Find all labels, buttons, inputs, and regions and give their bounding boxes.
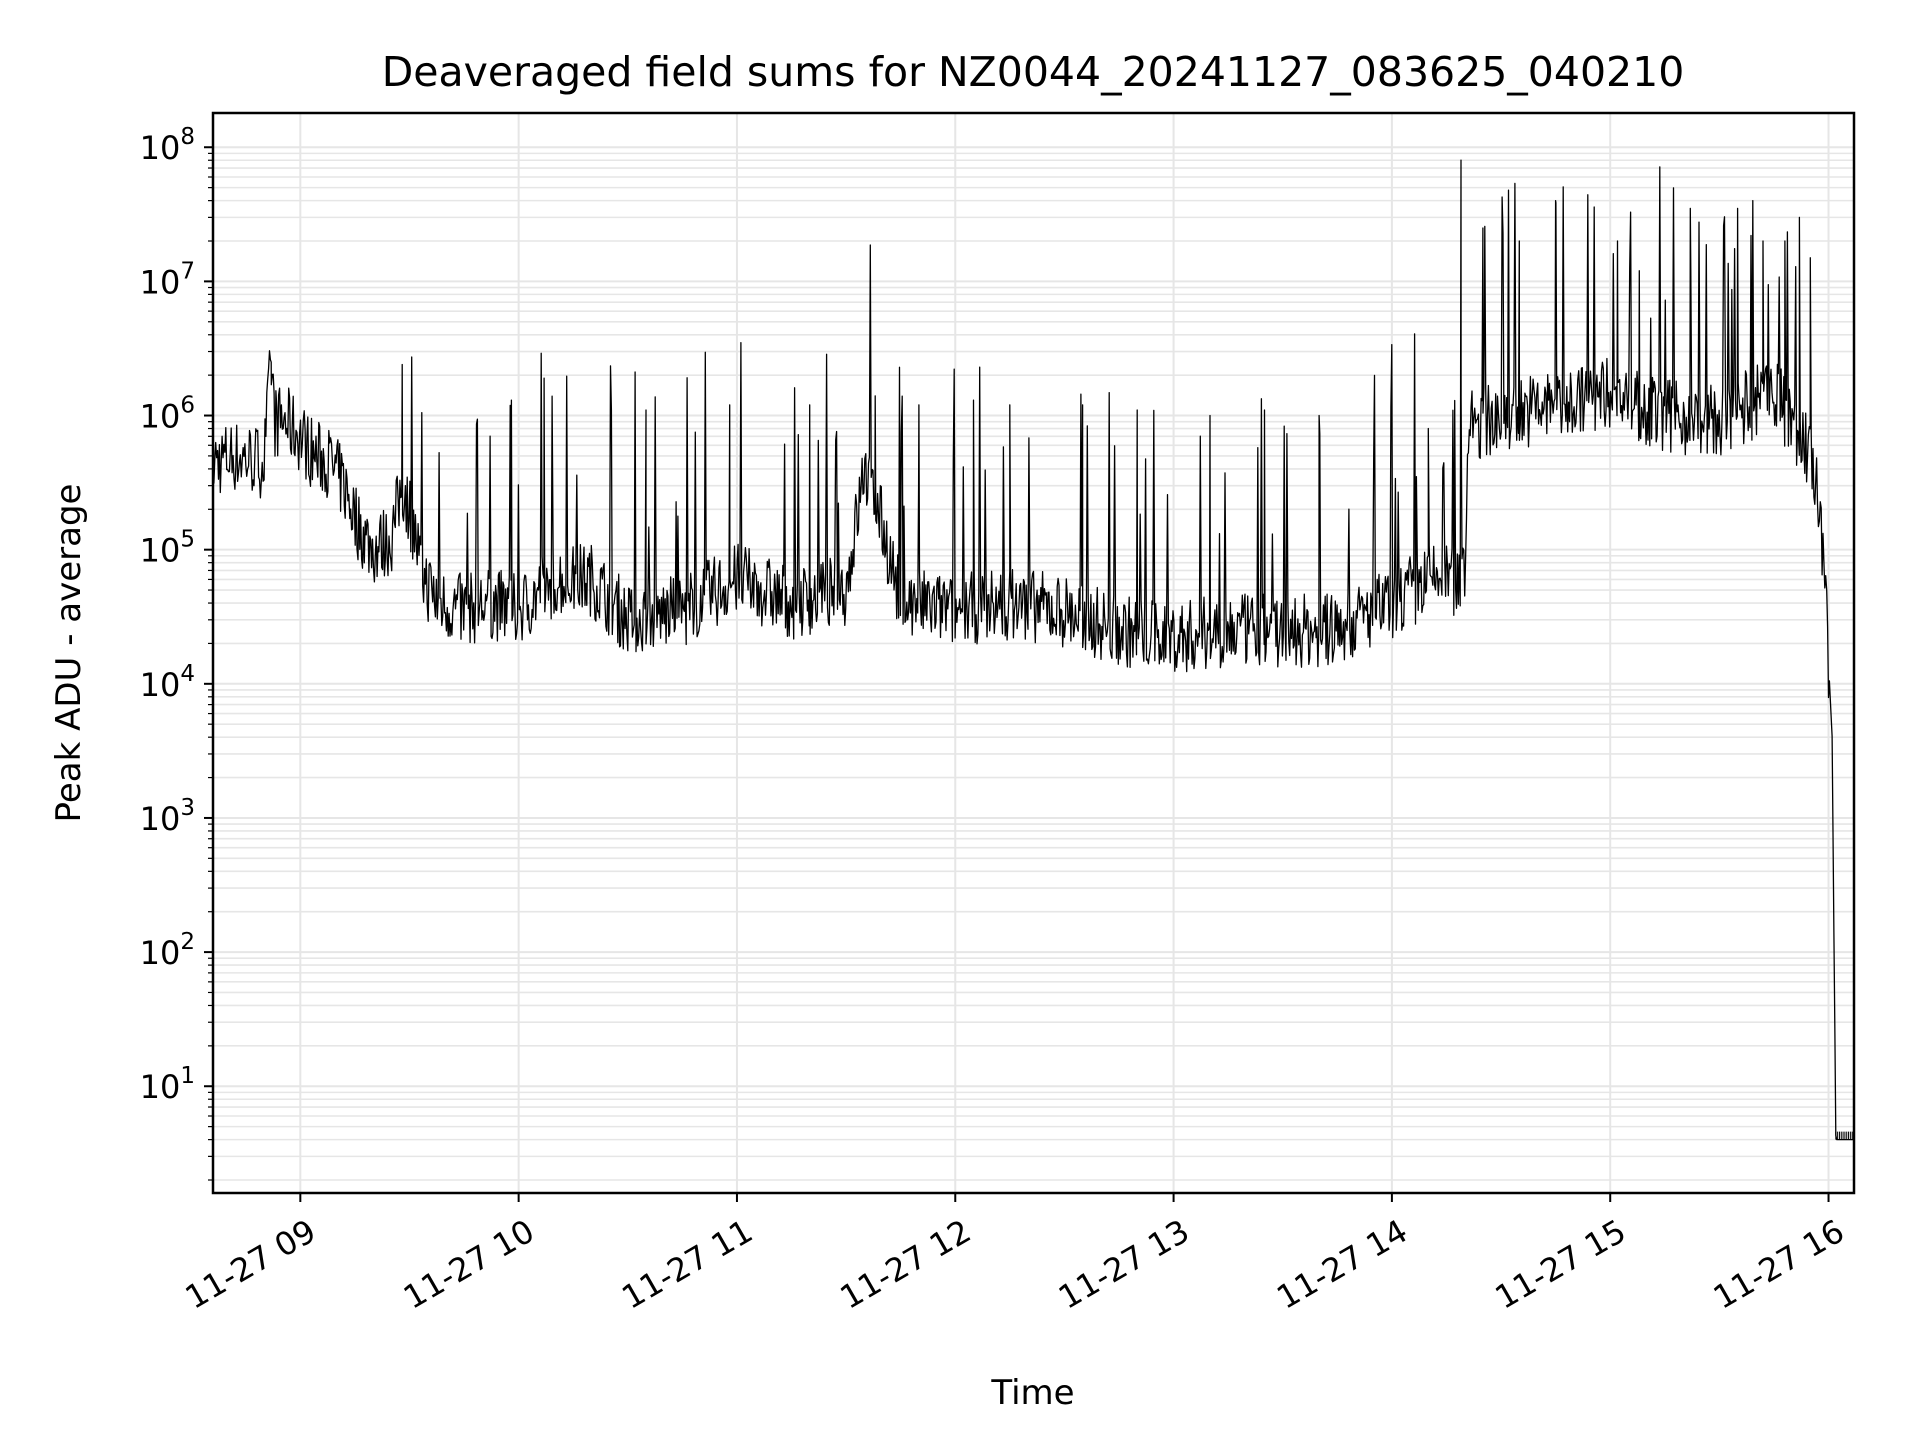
x-axis-label: Time bbox=[990, 1373, 1074, 1413]
y-tick-label: 107 bbox=[140, 258, 195, 301]
y-tick-label: 102 bbox=[140, 929, 195, 972]
y-axis-label: Peak ADU - average bbox=[49, 484, 89, 823]
plot-frame bbox=[211, 111, 1856, 1195]
y-tick-label: 103 bbox=[140, 795, 195, 838]
series-line bbox=[212, 159, 1854, 1141]
y-tick-label: 105 bbox=[140, 527, 195, 570]
y-tick-label: 104 bbox=[140, 661, 195, 704]
y-tick-label: 101 bbox=[140, 1063, 195, 1106]
grid-layer bbox=[213, 113, 1854, 1193]
y-axis: 101 102 103 104 105 106 107 108 bbox=[140, 124, 213, 1181]
y-tick-label: 108 bbox=[140, 124, 195, 167]
chart-title: Deaveraged field sums for NZ0044_2024112… bbox=[382, 48, 1685, 96]
y-tick-label: 106 bbox=[140, 393, 195, 436]
